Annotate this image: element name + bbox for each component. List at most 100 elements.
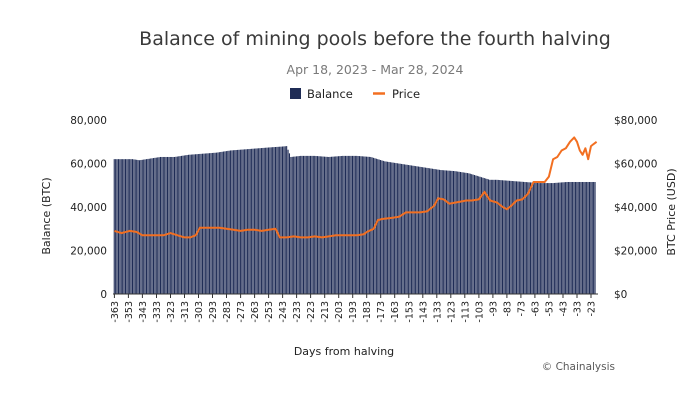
balance-bar	[471, 174, 473, 294]
balance-bar	[562, 182, 564, 294]
balance-bar	[339, 156, 341, 294]
balance-bar	[144, 159, 146, 294]
balance-bar	[304, 155, 306, 294]
balance-bar	[367, 156, 369, 294]
balance-bar	[127, 159, 129, 294]
x-tick-label: -283	[222, 301, 233, 323]
x-tick-label: -163	[390, 301, 401, 323]
balance-bar	[563, 182, 565, 294]
balance-bar	[408, 165, 410, 294]
x-axis-ticks: -363 -353 -343 -333 -323 -313 -303 -293 -283 -273…	[110, 294, 598, 323]
balance-bar	[293, 156, 295, 294]
balance-bar	[461, 172, 463, 294]
balance-bar	[279, 146, 281, 294]
balance-bar	[381, 160, 383, 294]
balance-bar	[336, 156, 338, 294]
balance-bar	[256, 148, 258, 294]
balance-bar	[164, 156, 166, 294]
balance-bar	[436, 169, 438, 294]
balance-bar	[423, 167, 425, 294]
balance-bar	[409, 165, 411, 294]
balance-bar	[552, 183, 554, 294]
legend-label-price: Price	[392, 87, 420, 101]
balance-bar	[244, 149, 246, 294]
balance-bar	[280, 146, 282, 294]
balance-bar	[396, 163, 398, 294]
source-credit: © Chainalysis	[542, 361, 615, 373]
price-line	[114, 136, 598, 239]
balance-bar	[352, 155, 354, 294]
balance-bar	[255, 148, 257, 294]
balance-bar	[138, 160, 141, 294]
balance-bar	[587, 181, 589, 294]
chart-title: Balance of mining pools before the fourt…	[139, 28, 611, 50]
balance-bar	[350, 155, 352, 294]
balance-bar	[120, 159, 122, 294]
balance-bar	[281, 146, 283, 294]
x-tick-label: -123	[446, 301, 457, 323]
balance-bar	[521, 181, 523, 294]
balance-bar	[377, 159, 379, 294]
balance-bar	[165, 156, 167, 294]
balance-bar	[309, 155, 312, 294]
balance-bar	[399, 163, 401, 294]
balance-bar	[294, 156, 296, 294]
x-tick-label: -273	[236, 301, 247, 323]
x-tick-label: -363	[110, 301, 121, 323]
balance-bar	[262, 147, 264, 294]
balance-bar	[251, 148, 253, 294]
balance-bar	[590, 181, 592, 294]
y-tick-right-label: $40,000	[614, 202, 657, 214]
balance-bar	[173, 156, 176, 294]
x-tick-label: -33	[573, 301, 584, 317]
balance-bar	[305, 155, 307, 294]
balance-bar	[332, 156, 334, 294]
balance-bar	[405, 164, 407, 294]
balance-bar	[147, 158, 149, 294]
balance-bar	[340, 156, 342, 294]
balance-bar	[186, 155, 188, 294]
balance-bar	[392, 162, 394, 294]
balance-bar	[325, 156, 327, 294]
balance-bar	[382, 160, 384, 294]
balance-bar	[504, 180, 506, 294]
balance-bar	[447, 170, 449, 294]
balance-bar	[333, 156, 335, 294]
balance-bar	[158, 157, 160, 294]
balance-bar	[202, 153, 204, 294]
balance-bar	[395, 163, 397, 294]
balance-bar	[429, 168, 431, 294]
balance-bar	[328, 156, 330, 294]
balance-bar	[213, 152, 215, 294]
balance-bar	[168, 156, 170, 294]
balance-bar	[417, 166, 419, 294]
balance-bar	[123, 159, 125, 294]
balance-bar	[252, 148, 254, 294]
balance-bar	[113, 159, 115, 294]
balance-bar	[513, 181, 515, 294]
balance-bar	[119, 159, 121, 294]
balance-bar	[538, 183, 540, 294]
balance-bar	[514, 181, 516, 294]
balance-bar	[349, 155, 351, 294]
balance-bar	[152, 158, 155, 294]
balance-bar	[237, 149, 239, 294]
balance-bar	[176, 156, 178, 294]
balance-bar	[321, 156, 323, 294]
balance-bar	[584, 181, 586, 294]
balance-bar	[525, 182, 527, 294]
balance-bar	[287, 149, 289, 294]
balance-bar	[141, 159, 143, 294]
balance-bar	[211, 152, 213, 294]
balance-bar	[316, 156, 319, 294]
balance-bar	[387, 161, 389, 294]
balance-bar	[357, 156, 359, 294]
balance-bar	[253, 148, 255, 294]
balance-bar	[542, 183, 544, 294]
balance-bar	[528, 182, 530, 294]
x-tick-label: -213	[320, 301, 331, 323]
balance-bar	[548, 183, 550, 294]
balance-bar	[469, 173, 471, 294]
balance-bar	[586, 181, 588, 294]
